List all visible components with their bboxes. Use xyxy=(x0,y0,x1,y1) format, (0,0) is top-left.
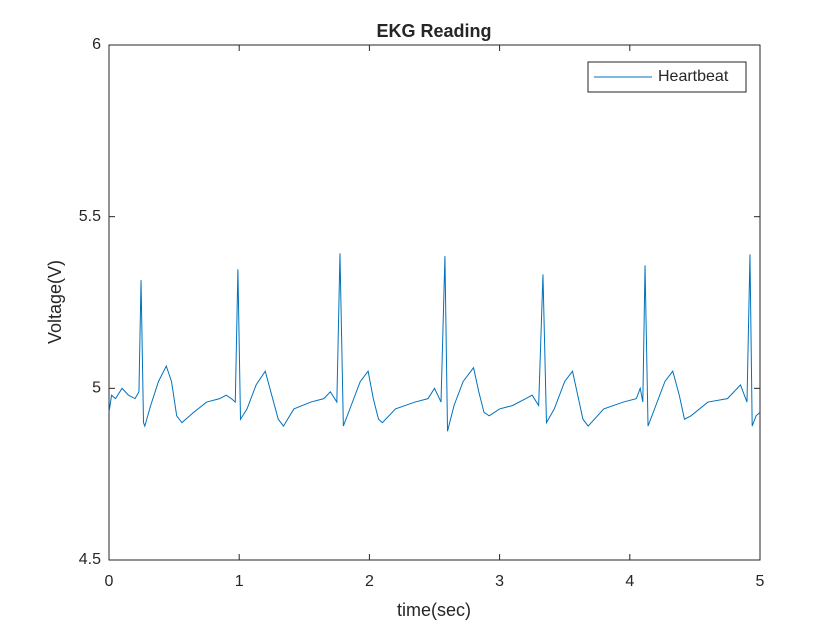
chart-title: EKG Reading xyxy=(376,21,491,41)
x-axis-label: time(sec) xyxy=(397,600,471,620)
plot-area xyxy=(108,44,761,561)
series-line xyxy=(108,253,761,432)
y-tick-label: 5 xyxy=(92,380,101,397)
x-tick-label: 3 xyxy=(495,573,504,590)
y-tick-label: 5.5 xyxy=(79,208,101,225)
y-axis-label: Voltage(V) xyxy=(45,260,65,344)
y-tick-label: 4.5 xyxy=(79,551,101,568)
legend-label: Heartbeat xyxy=(658,68,729,85)
x-tick-label: 4 xyxy=(625,573,634,590)
x-tick-label: 5 xyxy=(756,573,765,590)
x-tick-label: 1 xyxy=(235,573,244,590)
x-tick-label: 2 xyxy=(365,573,374,590)
y-tick-label: 6 xyxy=(92,36,101,53)
x-tick-label: 0 xyxy=(105,573,114,590)
